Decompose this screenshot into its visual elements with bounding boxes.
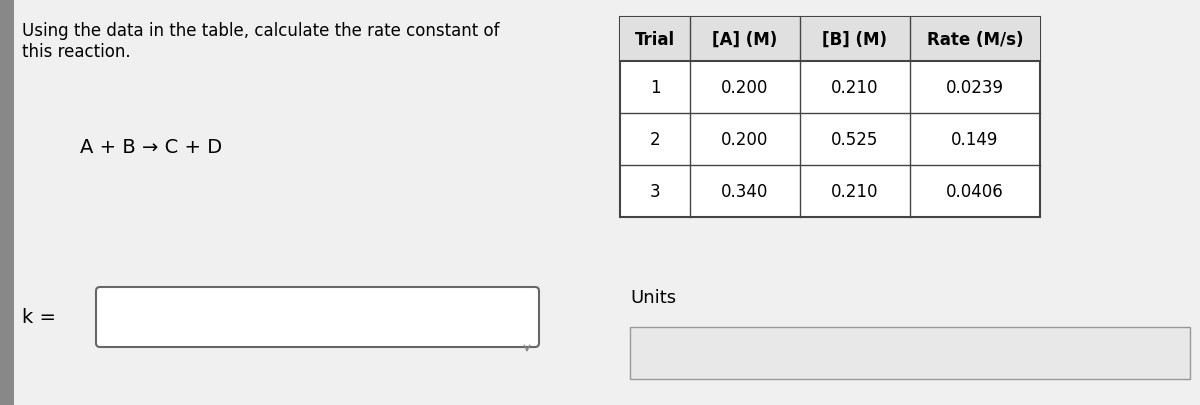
Bar — [0, 0, 14, 405]
Text: 0.200: 0.200 — [721, 131, 769, 149]
Text: 0.525: 0.525 — [832, 131, 878, 149]
Text: Using the data in the table, calculate the rate constant of
this reaction.: Using the data in the table, calculate t… — [22, 22, 499, 61]
Text: 0.0239: 0.0239 — [946, 79, 1004, 97]
Bar — [630, 327, 1190, 379]
Text: 1: 1 — [649, 79, 660, 97]
Text: 0.149: 0.149 — [952, 131, 998, 149]
Text: 3: 3 — [649, 183, 660, 200]
FancyBboxPatch shape — [96, 287, 539, 347]
Text: 0.200: 0.200 — [721, 79, 769, 97]
Text: [A] (M): [A] (M) — [713, 31, 778, 49]
Text: Units: Units — [630, 288, 676, 306]
Text: Rate (M/s): Rate (M/s) — [926, 31, 1024, 49]
Text: 0.210: 0.210 — [832, 183, 878, 200]
Text: 0.340: 0.340 — [721, 183, 769, 200]
Text: k =: k = — [22, 308, 56, 327]
Bar — [620, 18, 1040, 217]
Text: Trial: Trial — [635, 31, 676, 49]
Text: 2: 2 — [649, 131, 660, 149]
Text: A + B → C + D: A + B → C + D — [80, 138, 222, 157]
Bar — [620, 18, 1040, 62]
Text: 0.210: 0.210 — [832, 79, 878, 97]
Text: 0.0406: 0.0406 — [946, 183, 1004, 200]
Text: [B] (M): [B] (M) — [822, 31, 888, 49]
